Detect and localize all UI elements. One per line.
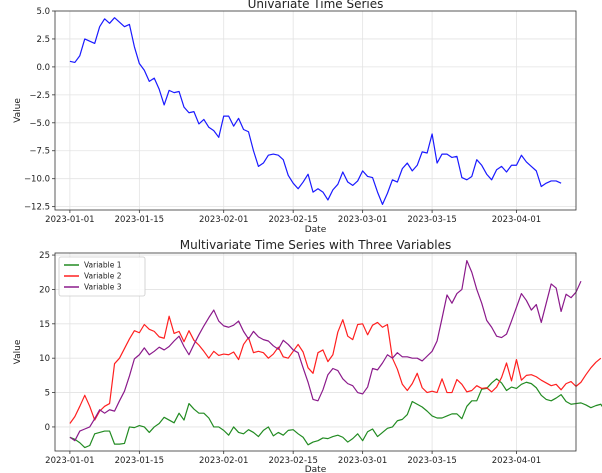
legend: Variable 1 Variable 2 Variable 3 (58, 256, 146, 297)
series-line-variable-2 (69, 315, 602, 424)
series-line-1 (69, 17, 562, 206)
x-tick-label: 2023-03-15 (407, 456, 456, 466)
x-axis-label: Date (305, 225, 327, 235)
y-tick-label: 0.0 (36, 63, 50, 73)
y-tick-label: 10 (39, 354, 50, 364)
x-tick-label: 2023-01-15 (115, 456, 164, 466)
y-tick-label: 20 (39, 285, 50, 295)
x-tick-label: 2023-02-01 (199, 215, 248, 225)
series-line-variable-1 (69, 378, 602, 449)
x-tick-label: 2023-04-01 (492, 215, 541, 225)
x-tick-label: 2023-04-01 (492, 456, 541, 466)
univariate-chart: 5.0 2.5 0.0 −2.5 −5.0 −7.5 −10.0 −12.5 2023-01-0… (13, 0, 577, 235)
chart-title: Univariate Time Series (248, 0, 384, 11)
y-axis-label: Value (13, 98, 23, 123)
x-tick-label: 2023-01-01 (45, 456, 94, 466)
x-tick-label: 2023-01-01 (45, 215, 94, 225)
x-tick-label: 2023-02-15 (268, 456, 317, 466)
y-tick-label: 25 (39, 251, 50, 261)
x-tick-label: 2023-02-15 (268, 215, 317, 225)
legend-entry: Variable 1 (84, 261, 122, 270)
series-line-variable-3 (69, 259, 582, 442)
y-tick-label: 0 (45, 423, 50, 433)
y-tick-label: 15 (39, 320, 50, 330)
plot-frame (54, 252, 577, 452)
y-tick-label: 5 (45, 389, 50, 399)
x-tick-label: 2023-02-01 (199, 456, 248, 466)
y-tick-label: −10.0 (24, 175, 50, 185)
x-tick-label: 2023-01-15 (115, 215, 164, 225)
y-tick-label: 2.5 (36, 35, 50, 45)
y-tick-label: −12.5 (24, 203, 50, 213)
y-tick-label: −2.5 (29, 91, 50, 101)
y-tick-label: −5.0 (29, 119, 50, 129)
x-axis-label: Date (305, 465, 327, 473)
chart-title: Multivariate Time Series with Three Vari… (180, 238, 452, 252)
x-tick-label: 2023-03-01 (338, 456, 387, 466)
legend-box (58, 256, 146, 297)
y-axis-label: Value (13, 339, 23, 364)
y-tick-label: 5.0 (36, 7, 50, 17)
x-tick-label: 2023-03-15 (407, 215, 456, 225)
multivariate-chart: 25 20 15 10 5 0 2023-01-01 2023-01-15 2023-02-01… (13, 238, 602, 473)
legend-entry: Variable 2 (84, 272, 122, 281)
x-tick-label: 2023-03-01 (338, 215, 387, 225)
legend-entry: Variable 3 (84, 283, 122, 292)
plot-frame (54, 10, 577, 211)
y-tick-label: −7.5 (29, 147, 50, 157)
